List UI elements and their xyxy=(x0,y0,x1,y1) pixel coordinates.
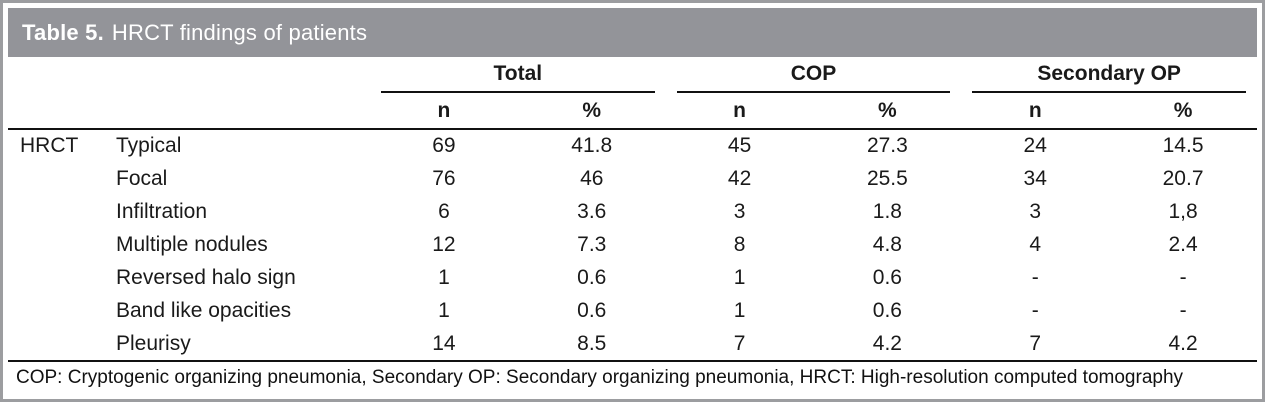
row-group-label xyxy=(8,327,116,360)
total-n-value: 76 xyxy=(432,166,456,190)
column-group-total: Total xyxy=(370,57,666,93)
sop-pct-value: 1,8 xyxy=(1168,199,1198,223)
cop-n-value: 1 xyxy=(733,265,746,289)
total-n-value: 12 xyxy=(432,232,456,256)
sop-pct-value: 2.4 xyxy=(1168,232,1198,256)
total-pct-value: 7.3 xyxy=(577,232,607,256)
finding-label: Band like opacities xyxy=(116,298,292,322)
table-body: HRCT Typical 69 41.8 45 27.3 24 14.5 Foc… xyxy=(8,129,1257,360)
cop-pct-value: 27.3 xyxy=(866,134,908,157)
table-row: Multiple nodules 12 7.3 8 4.8 4 2.4 xyxy=(8,228,1257,261)
finding-label: Pleurisy xyxy=(116,331,191,355)
table-row: Reversed halo sign 1 0.6 1 0.6 - - xyxy=(8,261,1257,294)
cop-pct-value: 0.6 xyxy=(872,298,902,322)
sop-n-value: 7 xyxy=(1029,331,1042,355)
total-pct-value: 46 xyxy=(580,166,604,190)
cop-n-value: 7 xyxy=(733,331,746,355)
row-group-label xyxy=(8,228,116,261)
total-pct-value: 0.6 xyxy=(577,298,607,322)
column-group-cop: COP xyxy=(666,57,962,93)
subheader-spacer xyxy=(8,93,370,130)
total-pct-value: 0.6 xyxy=(577,265,607,289)
row-group-label: HRCT xyxy=(20,134,79,157)
row-group-label xyxy=(8,195,116,228)
total-n-value: 14 xyxy=(432,331,456,355)
col-header-sop-n: n xyxy=(961,93,1110,130)
sop-pct-value: - xyxy=(1179,265,1187,289)
table-row: Infiltration 6 3.6 3 1.8 3 1,8 xyxy=(8,195,1257,228)
total-pct-value: 8.5 xyxy=(577,331,607,355)
finding-label: Focal xyxy=(116,166,168,190)
cop-pct-value: 1.8 xyxy=(872,199,902,223)
sop-n-value: 34 xyxy=(1023,166,1047,190)
cop-n-value: 1 xyxy=(733,298,746,322)
sop-n-value: 4 xyxy=(1029,232,1042,256)
total-n-value: 69 xyxy=(432,134,456,157)
total-pct-value: 3.6 xyxy=(577,199,607,223)
row-group-label xyxy=(8,261,116,294)
total-n-value: 1 xyxy=(438,265,450,289)
sop-pct-value: 14.5 xyxy=(1162,134,1204,157)
cop-n-value: 8 xyxy=(733,232,746,256)
sop-n-value: 24 xyxy=(1023,134,1047,157)
cop-n-value: 3 xyxy=(733,199,746,223)
col-header-sop-pct: % xyxy=(1109,93,1257,130)
col-header-total-pct: % xyxy=(517,93,666,130)
finding-label: Reversed halo sign xyxy=(116,265,296,289)
sop-pct-value: 4.2 xyxy=(1168,331,1198,355)
sop-n-value: - xyxy=(1031,265,1039,289)
column-group-secondary-op-label: Secondary OP xyxy=(972,62,1246,93)
col-header-total-n: n xyxy=(370,93,518,130)
cop-pct-value: 4.2 xyxy=(872,331,902,355)
group-header-row: Total COP Secondary OP xyxy=(8,57,1257,93)
sop-n-value: 3 xyxy=(1029,199,1042,223)
table-row: Focal 76 46 42 25.5 34 20.7 xyxy=(8,162,1257,195)
sop-n-value: - xyxy=(1031,298,1039,322)
cop-pct-value: 0.6 xyxy=(872,265,902,289)
row-group-label xyxy=(8,294,116,327)
column-group-cop-label: COP xyxy=(676,62,951,93)
cop-pct-value: 4.8 xyxy=(872,232,902,256)
row-group-label xyxy=(8,162,116,195)
subheader-row: n % n % n % xyxy=(8,93,1257,130)
sop-pct-value: - xyxy=(1179,298,1187,322)
table-row: HRCT Typical 69 41.8 45 27.3 24 14.5 xyxy=(8,129,1257,162)
column-group-total-label: Total xyxy=(381,62,655,93)
table-row: Band like opacities 1 0.6 1 0.6 - - xyxy=(8,294,1257,327)
total-n-value: 6 xyxy=(438,199,450,223)
cop-n-value: 45 xyxy=(727,134,752,157)
cop-pct-value: 25.5 xyxy=(866,166,908,190)
hrct-findings-table: Total COP Secondary OP n % n % n % HRCT xyxy=(8,57,1257,360)
total-pct-value: 41.8 xyxy=(571,134,613,157)
table-title-caption: HRCT findings of patients xyxy=(111,19,368,45)
group-header-spacer xyxy=(8,57,370,93)
table-number-label: Table 5. xyxy=(22,19,104,45)
table-footnote: COP: Cryptogenic organizing pneumonia, S… xyxy=(8,360,1257,393)
table-header: Total COP Secondary OP n % n % n % xyxy=(8,57,1257,130)
table-row: Pleurisy 14 8.5 7 4.2 7 4.2 xyxy=(8,327,1257,360)
total-n-value: 1 xyxy=(438,298,450,322)
table-title-bar: Table 5. HRCT findings of patients xyxy=(8,8,1257,57)
finding-label: Multiple nodules xyxy=(116,232,268,256)
finding-label: Typical xyxy=(116,134,182,157)
column-group-secondary-op: Secondary OP xyxy=(961,57,1257,93)
cop-n-value: 42 xyxy=(727,166,752,190)
sop-pct-value: 20.7 xyxy=(1162,166,1204,190)
col-header-cop-n: n xyxy=(665,93,814,130)
col-header-cop-pct: % xyxy=(813,93,962,130)
finding-label: Infiltration xyxy=(116,199,208,223)
